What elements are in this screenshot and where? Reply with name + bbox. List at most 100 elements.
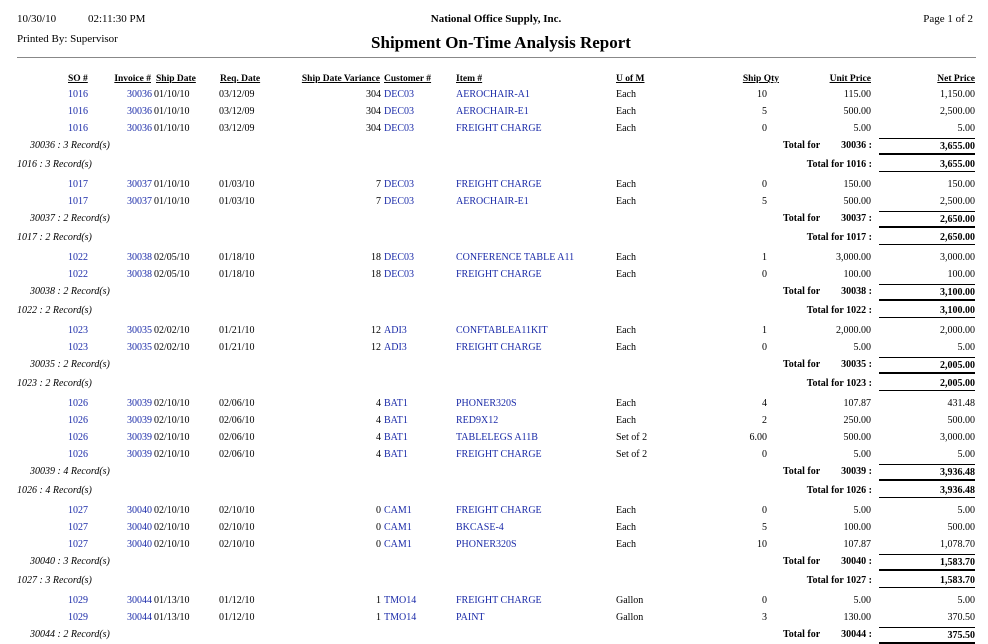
unit-of-measure: Each bbox=[616, 398, 636, 409]
customer-number: BAT1 bbox=[384, 398, 408, 409]
so-record-count: 1027 : 3 Record(s) bbox=[17, 575, 92, 586]
customer-number: TMO14 bbox=[384, 595, 417, 606]
so-record-count: 1026 : 4 Record(s) bbox=[17, 485, 92, 496]
req-date: 02/10/10 bbox=[219, 539, 255, 550]
invoice-record-count: 30036 : 3 Record(s) bbox=[30, 140, 110, 151]
invoice-number: 30040 bbox=[127, 522, 152, 533]
ship-date-variance: 0 bbox=[376, 539, 381, 550]
ship-date: 01/10/10 bbox=[154, 196, 190, 207]
so-total: 3,936.48 bbox=[879, 485, 975, 498]
invoice-total-key: 30037 : bbox=[841, 213, 872, 224]
so-total: 2,650.00 bbox=[879, 232, 975, 245]
ship-qty: 0 bbox=[762, 342, 767, 353]
invoice-total-key: 30039 : bbox=[841, 466, 872, 477]
column-header: Ship Date bbox=[156, 74, 196, 84]
unit-price: 107.87 bbox=[843, 539, 872, 550]
ship-date: 01/10/10 bbox=[154, 89, 190, 100]
req-date: 01/12/10 bbox=[219, 612, 255, 623]
net-price: 5.00 bbox=[957, 505, 976, 516]
ship-date-variance: 0 bbox=[376, 505, 381, 516]
unit-of-measure: Gallon bbox=[616, 612, 644, 623]
invoice-number: 30037 bbox=[127, 179, 152, 190]
ship-qty: 3 bbox=[762, 612, 767, 623]
invoice-record-count: 30037 : 2 Record(s) bbox=[30, 213, 110, 224]
invoice-total-label: Total for bbox=[783, 556, 821, 567]
column-header: Net Price bbox=[937, 74, 975, 84]
so-total: 1,583.70 bbox=[879, 575, 975, 588]
unit-price: 100.00 bbox=[843, 522, 872, 533]
customer-number: BAT1 bbox=[384, 432, 408, 443]
so-number: 1016 bbox=[68, 89, 88, 100]
invoice-number: 30040 bbox=[127, 505, 152, 516]
net-price: 100.00 bbox=[947, 269, 976, 280]
ship-qty: 1 bbox=[762, 325, 767, 336]
ship-qty: 0 bbox=[762, 179, 767, 190]
ship-date-variance: 304 bbox=[366, 106, 381, 117]
so-total-label: Total for 1017 : bbox=[806, 232, 872, 243]
invoice-record-count: 30044 : 2 Record(s) bbox=[30, 629, 110, 640]
ship-date-variance: 12 bbox=[371, 342, 381, 353]
invoice-total: 3,655.00 bbox=[879, 138, 975, 155]
so-number: 1027 bbox=[68, 522, 88, 533]
ship-date-variance: 18 bbox=[371, 269, 381, 280]
so-total-label: Total for 1026 : bbox=[806, 485, 872, 496]
print-date: 10/30/10 bbox=[17, 13, 57, 25]
invoice-total: 3,100.00 bbox=[879, 284, 975, 301]
customer-number: ADI3 bbox=[384, 342, 407, 353]
invoice-total: 2,650.00 bbox=[879, 211, 975, 228]
unit-price: 5.00 bbox=[853, 123, 872, 134]
ship-date: 01/13/10 bbox=[154, 595, 190, 606]
ship-date: 02/10/10 bbox=[154, 432, 190, 443]
customer-number: CAM1 bbox=[384, 522, 412, 533]
invoice-number: 30039 bbox=[127, 449, 152, 460]
ship-date-variance: 12 bbox=[371, 325, 381, 336]
invoice-number: 30036 bbox=[127, 106, 152, 117]
ship-date: 02/10/10 bbox=[154, 398, 190, 409]
unit-of-measure: Each bbox=[616, 123, 636, 134]
unit-of-measure: Set of 2 bbox=[616, 432, 648, 443]
invoice-total-label: Total for bbox=[783, 359, 821, 370]
item-number: AEROCHAIR-A1 bbox=[456, 89, 530, 100]
customer-number: DEC03 bbox=[384, 252, 414, 263]
invoice-total-label: Total for bbox=[783, 213, 821, 224]
invoice-number: 30038 bbox=[127, 252, 152, 263]
invoice-record-count: 30035 : 2 Record(s) bbox=[30, 359, 110, 370]
unit-price: 5.00 bbox=[853, 595, 872, 606]
customer-number: ADI3 bbox=[384, 325, 407, 336]
ship-date: 01/13/10 bbox=[154, 612, 190, 623]
unit-price: 500.00 bbox=[843, 196, 872, 207]
customer-number: CAM1 bbox=[384, 505, 412, 516]
unit-of-measure: Each bbox=[616, 269, 636, 280]
unit-price: 5.00 bbox=[853, 449, 872, 460]
item-number: AEROCHAIR-E1 bbox=[456, 106, 529, 117]
printed-by: Printed By: Supervisor bbox=[17, 33, 118, 45]
column-header: Item # bbox=[456, 74, 483, 84]
item-number: FREIGHT CHARGE bbox=[456, 505, 542, 516]
so-total-label: Total for 1027 : bbox=[806, 575, 872, 586]
invoice-total-key: 30040 : bbox=[841, 556, 872, 567]
invoice-record-count: 30040 : 3 Record(s) bbox=[30, 556, 110, 567]
so-total-label: Total for 1022 : bbox=[806, 305, 872, 316]
customer-number: DEC03 bbox=[384, 179, 414, 190]
req-date: 03/12/09 bbox=[219, 123, 255, 134]
so-total: 3,100.00 bbox=[879, 305, 975, 318]
ship-date: 02/05/10 bbox=[154, 252, 190, 263]
invoice-number: 30039 bbox=[127, 415, 152, 426]
customer-number: DEC03 bbox=[384, 123, 414, 134]
ship-qty: 0 bbox=[762, 123, 767, 134]
invoice-total-label: Total for bbox=[783, 286, 821, 297]
net-price: 2,500.00 bbox=[940, 106, 975, 117]
invoice-number: 30036 bbox=[127, 123, 152, 134]
item-number: PAINT bbox=[456, 612, 485, 623]
report-title: Shipment On-Time Analysis Report bbox=[371, 33, 631, 52]
req-date: 02/06/10 bbox=[219, 449, 255, 460]
ship-date-variance: 4 bbox=[376, 432, 381, 443]
customer-number: BAT1 bbox=[384, 449, 408, 460]
ship-qty: 4 bbox=[762, 398, 767, 409]
so-number: 1016 bbox=[68, 106, 88, 117]
so-total-label: Total for 1016 : bbox=[806, 159, 872, 170]
item-number: FREIGHT CHARGE bbox=[456, 342, 542, 353]
unit-price: 500.00 bbox=[843, 106, 872, 117]
so-number: 1022 bbox=[68, 252, 88, 263]
req-date: 03/12/09 bbox=[219, 106, 255, 117]
